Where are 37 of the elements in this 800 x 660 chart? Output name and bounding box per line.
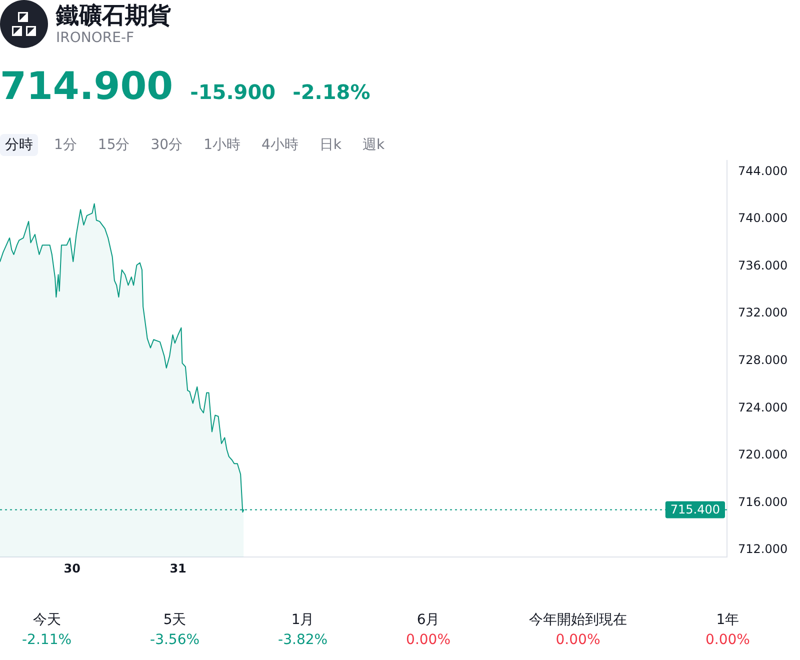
y-tick-label: 740.000 xyxy=(738,211,788,226)
y-tick-label: 720.000 xyxy=(738,448,788,462)
y-tick-label: 724.000 xyxy=(738,400,788,414)
text: -15.900 xyxy=(190,80,276,104)
y-tick-label: 716.000 xyxy=(738,494,788,509)
text: 1小時 xyxy=(202,136,242,155)
text: 15分 xyxy=(96,136,131,155)
y-tick-label: 736.000 xyxy=(738,258,788,272)
text: 週k xyxy=(362,136,386,155)
data-label: -2.11% xyxy=(22,631,72,650)
ref-line-label: 715.400 xyxy=(670,502,720,516)
y-tick-label: 712.000 xyxy=(738,542,788,556)
text: 714.900 xyxy=(0,64,174,108)
data-label: 0.00% xyxy=(406,631,451,650)
chart-subtitle: IRONORE-F xyxy=(56,29,134,47)
text: -2.18% xyxy=(292,80,370,104)
category-label: 今天 xyxy=(32,611,61,630)
text: 30分 xyxy=(150,136,184,155)
category-label: 1月 xyxy=(291,611,314,630)
y-tick-label: 728.000 xyxy=(738,352,788,367)
text: 1分 xyxy=(53,136,78,155)
category-label: 1年 xyxy=(716,611,740,630)
chart-title: 鐵礦石期貨 xyxy=(56,2,171,31)
data-label: 0.00% xyxy=(556,631,600,650)
category-label: 5天 xyxy=(163,611,186,630)
x-tick-label: 31 xyxy=(170,561,186,576)
text: 4小時 xyxy=(260,136,300,155)
text: 分時 xyxy=(0,134,38,156)
data-label: -3.56% xyxy=(150,631,200,650)
category-label: 6月 xyxy=(416,611,440,630)
category-label: 今年開始到現在 xyxy=(529,611,628,630)
data-label: -3.82% xyxy=(278,631,328,650)
data-label: 0.00% xyxy=(706,631,750,650)
text: 日k xyxy=(318,136,343,155)
y-tick-label: 744.000 xyxy=(738,164,788,178)
x-tick-label: 30 xyxy=(64,561,80,576)
y-tick-label: 732.000 xyxy=(738,306,788,320)
